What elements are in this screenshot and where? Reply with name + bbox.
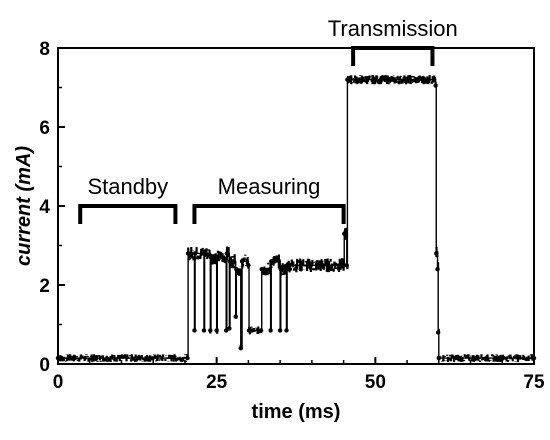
data-point [341,263,346,268]
data-point [192,251,198,256]
x-tick-label: 75 [523,372,545,393]
data-point [435,267,440,272]
y-tick-label: 6 [39,118,50,139]
data-point [246,328,252,333]
data-point [227,259,233,264]
data-point [223,328,229,333]
y-tick-label: 0 [39,355,50,376]
annotation-bracket [192,204,346,224]
data-point [434,251,439,256]
y-tick-label: 2 [39,276,50,297]
data-point [238,346,243,351]
x-tick-label: 25 [206,372,228,393]
data-point [214,328,219,333]
data-point [233,314,238,319]
data-point [347,77,353,82]
data-point [268,328,273,333]
data-point [269,259,274,264]
y-axis-title: current (mA) [13,146,35,266]
annotation-label: Standby [87,174,168,199]
data-point [227,326,232,331]
data-point [278,267,283,272]
data-point [246,263,251,268]
annotation-bracket [78,204,178,224]
y-ticks: 0 2 4 6 8 [39,39,65,376]
data-point [342,231,347,236]
annotation-layer: Standby Measuring Transmission [78,16,458,224]
y-tick-label: 8 [39,39,50,60]
signal-noise-band [56,74,536,363]
annotation-label: Measuring [218,174,321,199]
data-point [344,263,349,268]
data-point [433,83,438,88]
data-point [436,355,441,361]
x-ticks: 0 25 50 75 [53,357,545,393]
data-point [192,328,197,333]
y-tick-label: 4 [39,197,50,218]
data-point [259,267,264,272]
data-point [208,255,214,260]
x-tick-label: 50 [365,372,386,393]
data-point [239,259,245,264]
data-point [258,328,264,333]
data-point [234,267,239,272]
x-tick-label: 0 [53,372,64,393]
noise-layer [56,74,536,363]
data-point [215,255,220,260]
series-layer [55,77,537,361]
data-point [202,251,207,256]
annotation-bracket [351,46,435,66]
data-point [277,328,283,333]
data-point [201,328,207,333]
current-series-line [58,78,534,359]
data-point [435,330,441,335]
annotation-label: Transmission [328,16,458,41]
data-point [284,263,290,268]
data-point [224,251,230,256]
x-axis-title: time (ms) [252,401,341,423]
data-point [208,328,213,333]
data-point [185,251,191,256]
data-point [185,355,190,361]
data-point [284,328,289,333]
